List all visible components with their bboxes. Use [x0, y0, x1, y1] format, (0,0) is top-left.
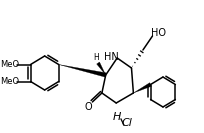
Text: Cl: Cl — [121, 118, 132, 128]
Text: H: H — [93, 53, 99, 63]
Text: H: H — [113, 112, 121, 122]
Text: MeO: MeO — [0, 60, 19, 69]
Polygon shape — [97, 62, 106, 75]
Polygon shape — [133, 83, 151, 93]
Text: HO: HO — [151, 28, 166, 38]
Text: HN: HN — [104, 52, 119, 62]
Text: O: O — [85, 102, 92, 112]
Polygon shape — [59, 65, 106, 77]
Text: MeO: MeO — [0, 77, 19, 86]
